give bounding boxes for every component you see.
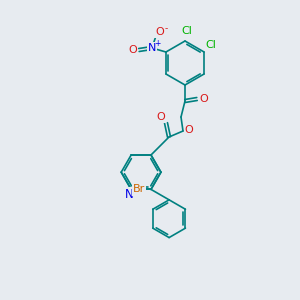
Text: O: O [200,94,208,104]
Text: N: N [148,43,156,53]
Text: O: O [184,125,194,135]
Text: -: - [164,25,168,34]
Text: Cl: Cl [206,40,217,50]
Text: O: O [129,45,137,55]
Text: Br: Br [133,184,145,194]
Text: Cl: Cl [182,26,192,36]
Text: O: O [156,27,164,37]
Text: N: N [125,188,134,201]
Text: O: O [157,112,165,122]
Text: +: + [154,40,160,49]
